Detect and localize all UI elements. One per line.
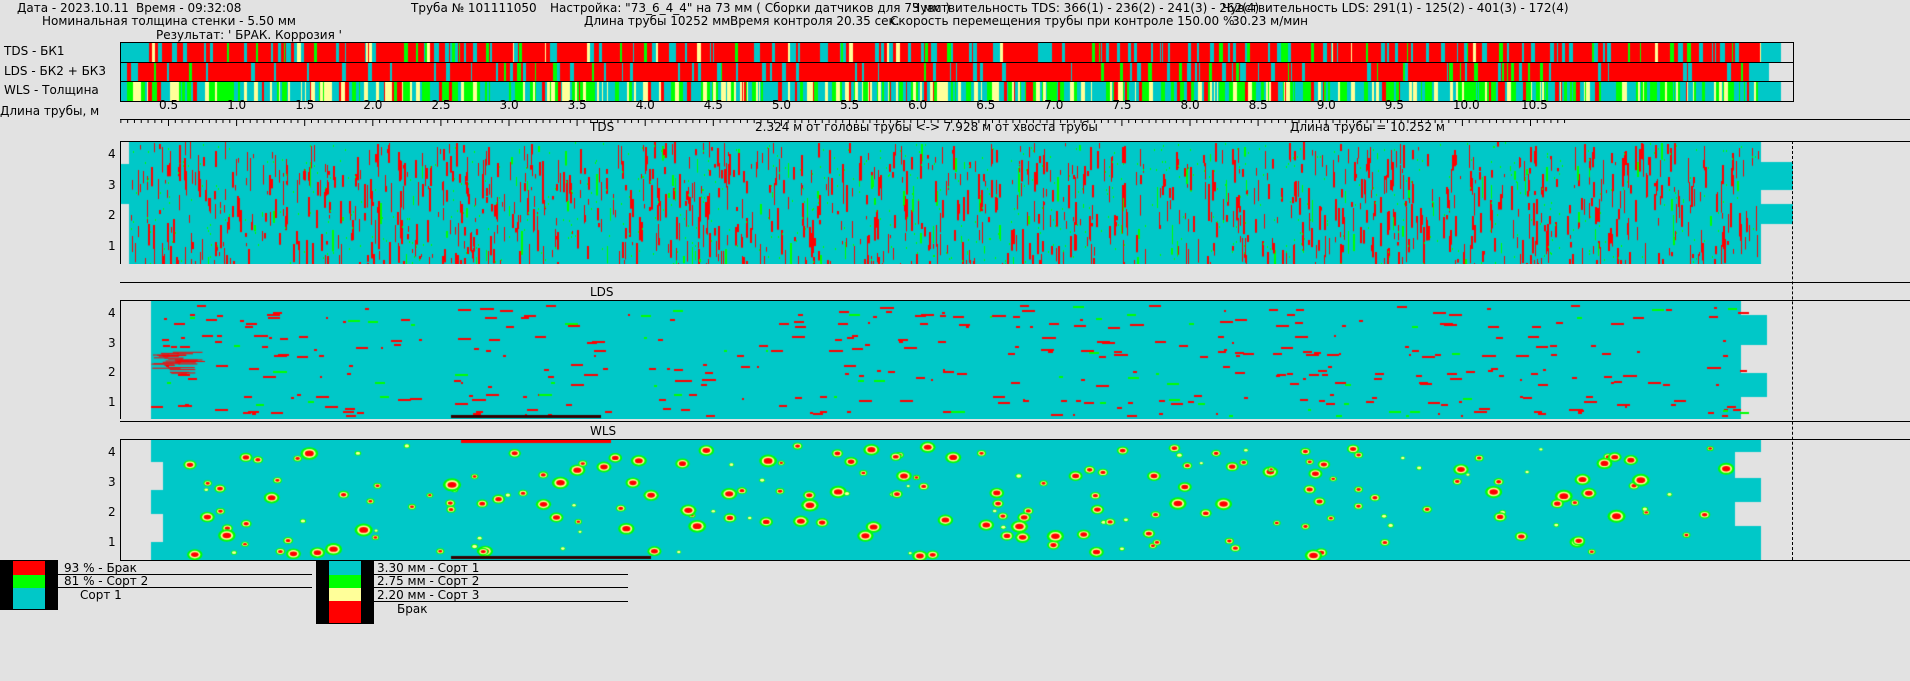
thickness-legend-swatches xyxy=(316,560,374,624)
channel-label: 4 xyxy=(108,147,116,161)
legend1-item-0: 93 % - Брак xyxy=(64,561,137,575)
channel-label: 3 xyxy=(108,335,116,350)
channel-label: 3 xyxy=(108,475,116,489)
ruler-tick-label: 8.5 xyxy=(1248,98,1268,112)
ruler-tick-label: 0.5 xyxy=(159,98,179,112)
lds-panel-title: LDS xyxy=(590,285,614,299)
legend2-item-2: 2.20 мм - Сорт 3 xyxy=(377,588,480,602)
swatch-grade2 xyxy=(13,575,45,588)
channel-label: 3 xyxy=(108,177,116,192)
ruler-tick-label: 4.0 xyxy=(635,98,655,112)
channel-label: 2 xyxy=(108,505,116,519)
ruler-tick-label: 1.0 xyxy=(227,98,247,112)
ruler-tick-label: 6.5 xyxy=(976,98,996,112)
ruler-tick-label: 5.0 xyxy=(771,98,791,112)
strip-label-wls: WLS - Толщина xyxy=(4,83,99,97)
ruler-tick-label: 5.5 xyxy=(840,98,860,112)
time-text: Время - 09:32:08 xyxy=(136,1,242,15)
strip-label-lds: LDS - БК2 + БК3 xyxy=(4,64,106,78)
wls-strip xyxy=(120,81,1794,102)
swatch-t-grade1 xyxy=(329,561,361,575)
ruler-tick-label: 9.0 xyxy=(1316,98,1336,112)
pipe-end-marker xyxy=(1792,141,1793,560)
ruler-tick-label: 2.5 xyxy=(431,98,451,112)
channel-label: 1 xyxy=(108,535,116,549)
tds-map xyxy=(120,142,1793,264)
lds-map xyxy=(120,301,1793,419)
swatch-grade1 xyxy=(13,588,45,609)
pipe-number: Труба № 101111050 xyxy=(411,1,537,15)
wls-panel-title: WLS xyxy=(590,424,617,438)
length-ruler xyxy=(120,119,1910,142)
legend1-item-1: 81 % - Сорт 2 xyxy=(64,574,149,588)
channel-label: 1 xyxy=(108,238,116,253)
strip-label-tds: TDS - БК1 xyxy=(4,44,65,58)
swatch-t-reject xyxy=(329,601,361,623)
channel-label: 2 xyxy=(108,208,116,222)
setting-text: Настройка: "73_6_4_4" на 73 мм ( Сборки … xyxy=(550,1,951,15)
channel-label: 1 xyxy=(108,394,116,409)
sensitivity-lds: Чувствительность LDS: 291(1) - 125(2) - … xyxy=(1222,1,1569,15)
sensitivity-tds: Чувствительность TDS: 366(1) - 236(2) - … xyxy=(912,1,1260,15)
control-time: Время контроля 20.35 сек. xyxy=(730,14,900,28)
tds-strip xyxy=(120,42,1794,63)
ruler-label: Длина трубы, м xyxy=(0,104,100,118)
legend2-item-3: Брак xyxy=(397,602,428,616)
speed-text: Скорость перемещения трубы при контроле … xyxy=(890,14,1239,28)
legend2-item-1: 2.75 мм - Сорт 2 xyxy=(377,574,480,588)
wls-map xyxy=(120,440,1793,560)
date-text: Дата - 2023.10.11 xyxy=(17,1,129,15)
ruler-tick-label: 10.0 xyxy=(1452,98,1480,112)
speed-mmin: 30.23 м/мин xyxy=(1232,14,1308,28)
ruler-tick-label: 8.0 xyxy=(1180,98,1200,112)
tds-panel-title: TDS xyxy=(590,120,615,134)
swatch-t-grade3 xyxy=(329,588,361,601)
channel-label: 2 xyxy=(108,365,116,379)
ruler-tick-label: 3.0 xyxy=(499,98,519,112)
channel-label: 4 xyxy=(108,306,116,320)
ruler-tick-label: 6.0 xyxy=(908,98,928,112)
ruler-tick-label: 1.5 xyxy=(295,98,315,112)
position-info: 2.324 м от головы трубы <-> 7.928 м от х… xyxy=(755,120,1098,134)
nominal-wall: Номинальная толщина стенки - 5.50 мм xyxy=(42,14,296,28)
ruler-tick-label: 10.5 xyxy=(1521,98,1548,112)
ruler-tick-label: 2.0 xyxy=(363,98,383,112)
lds-strip xyxy=(120,62,1794,83)
swatch-reject xyxy=(13,561,45,575)
length-info: Длина трубы = 10.252 м xyxy=(1290,120,1445,134)
pipe-length-text: Длина трубы 10252 мм. xyxy=(584,14,735,28)
ruler-tick-label: 7.5 xyxy=(1112,98,1132,112)
ruler-tick-label: 4.5 xyxy=(703,98,723,112)
legend1-item-2: Сорт 1 xyxy=(80,588,122,602)
channel-label: 4 xyxy=(108,445,116,459)
legend2-item-0: 3.30 мм - Сорт 1 xyxy=(377,561,480,575)
result-text: Результат: ' БРАК. Коррозия ' xyxy=(156,28,342,42)
defect-legend-swatches xyxy=(0,560,58,610)
swatch-t-grade2 xyxy=(329,575,361,588)
ruler-tick-label: 7.0 xyxy=(1044,98,1064,112)
ruler-tick-label: 3.5 xyxy=(567,98,587,112)
ruler-tick-label: 9.5 xyxy=(1384,98,1404,112)
